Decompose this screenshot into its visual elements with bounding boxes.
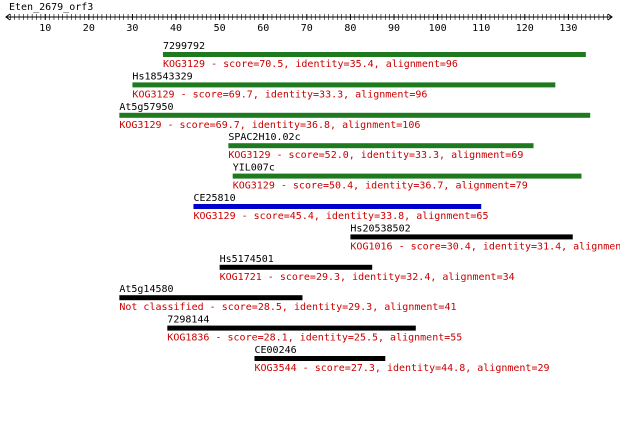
hit-name[interactable]: SPAC2H10.02c (228, 132, 300, 143)
hit-name[interactable]: At5g57950 (119, 102, 173, 113)
hit-bar[interactable] (219, 264, 373, 270)
ruler-tick-label: 20 (83, 23, 95, 34)
hit-row[interactable]: At5g57950 KOG3129 - score=69.7, identity=… (119, 102, 591, 131)
hit-bar[interactable] (162, 52, 586, 57)
hit-row[interactable]: YIL007c KOG3129 - score=50.4, identity=36… (232, 163, 582, 192)
hit-name[interactable]: Hs20538502 (350, 223, 410, 234)
ruler-tick-label: 60 (257, 23, 269, 34)
hit-description: KOG3129 - score=69.7, identity=36.8, ali… (119, 120, 420, 131)
hit-description: KOG1721 - score=29.3, identity=32.4, ali… (220, 272, 515, 283)
ruler-tick-label: 70 (301, 23, 313, 34)
hit-row[interactable]: SPAC2H10.02c KOG3129 - score=52.0, identi… (228, 132, 534, 161)
hit-description: KOG3129 - score=45.4, identity=33.8, ali… (193, 211, 488, 222)
hit-row[interactable]: At5g14580 Not classified - score=28.5, id… (119, 284, 457, 313)
hit-name[interactable]: CE25810 (193, 193, 235, 204)
hit-name[interactable]: At5g14580 (119, 284, 173, 295)
query-title: Eten_2679_orf3 (9, 2, 93, 13)
hit-bar[interactable] (228, 143, 534, 149)
hit-name[interactable]: 7298144 (167, 315, 209, 326)
hit-row[interactable]: CE00246 KOG3544 - score=27.3, identity=44… (254, 345, 550, 374)
hit-row[interactable]: Hs18543329 KOG3129 - score=69.7, identity… (132, 71, 556, 100)
hit-bar[interactable] (232, 173, 582, 179)
hit-name[interactable]: Hs18543329 (132, 71, 192, 82)
ruler-tick-label: 40 (170, 23, 182, 34)
hit-description: KOG3129 - score=52.0, identity=33.3, ali… (228, 150, 523, 161)
hit-row[interactable]: Hs20538502 KOG1016 - score=30.4, identity… (350, 223, 620, 252)
hit-name[interactable]: 7299792 (163, 41, 205, 52)
hit-bar[interactable] (132, 82, 556, 88)
ruler-left-arrow (5, 13, 11, 21)
position-ruler: 10 20 30 40 50 60 70 80 90 100 110 120 130 (5, 13, 613, 34)
ruler-tick-label: 10 (39, 23, 51, 34)
hit-bar[interactable] (167, 325, 416, 331)
ruler-tick-label: 30 (126, 23, 138, 34)
hit-row[interactable]: 7299792 KOG3129 - score=70.5, identity=35… (162, 41, 586, 70)
hit-list: 7299792 KOG3129 - score=70.5, identity=35… (119, 41, 620, 374)
ruler-tick-label: 120 (516, 23, 534, 34)
ruler-tick-label: 130 (559, 23, 577, 34)
hit-row[interactable]: Hs5174501 KOG1721 - score=29.3, identity=… (219, 254, 515, 283)
hit-description: KOG3544 - score=27.3, identity=44.8, ali… (255, 363, 550, 374)
ruler-tick-label: 90 (388, 23, 400, 34)
hit-bar[interactable] (193, 204, 482, 209)
ruler-tick-label: 110 (472, 23, 490, 34)
ruler-tick-label: 80 (344, 23, 356, 34)
hit-description: KOG3129 - score=69.7, identity=33.3, ali… (132, 89, 427, 100)
hit-row[interactable]: CE25810 KOG3129 - score=45.4, identity=33… (193, 193, 488, 222)
hit-name[interactable]: YIL007c (233, 163, 275, 174)
ruler-tick-label: 50 (214, 23, 226, 34)
hit-name[interactable]: Hs5174501 (220, 254, 274, 265)
hit-name[interactable]: CE00246 (255, 345, 297, 356)
hit-row[interactable]: 7298144 KOG1836 - score=28.1, identity=25… (167, 315, 462, 344)
ruler-tick-label: 100 (429, 23, 447, 34)
hit-description: KOG1016 - score=30.4, identity=31.4, ali… (350, 241, 620, 252)
hit-bar[interactable] (119, 112, 591, 118)
hit-description: Not classified - score=28.5, identity=29… (119, 302, 456, 313)
hit-description: KOG3129 - score=70.5, identity=35.4, ali… (163, 59, 458, 70)
hit-bar[interactable] (350, 234, 573, 240)
ruler-right-arrow (607, 13, 613, 21)
hit-description: KOG3129 - score=50.4, identity=36.7, ali… (233, 181, 528, 192)
hit-description: KOG1836 - score=28.1, identity=25.5, ali… (167, 333, 462, 344)
hit-bar[interactable] (119, 295, 303, 301)
hit-bar[interactable] (254, 356, 386, 361)
